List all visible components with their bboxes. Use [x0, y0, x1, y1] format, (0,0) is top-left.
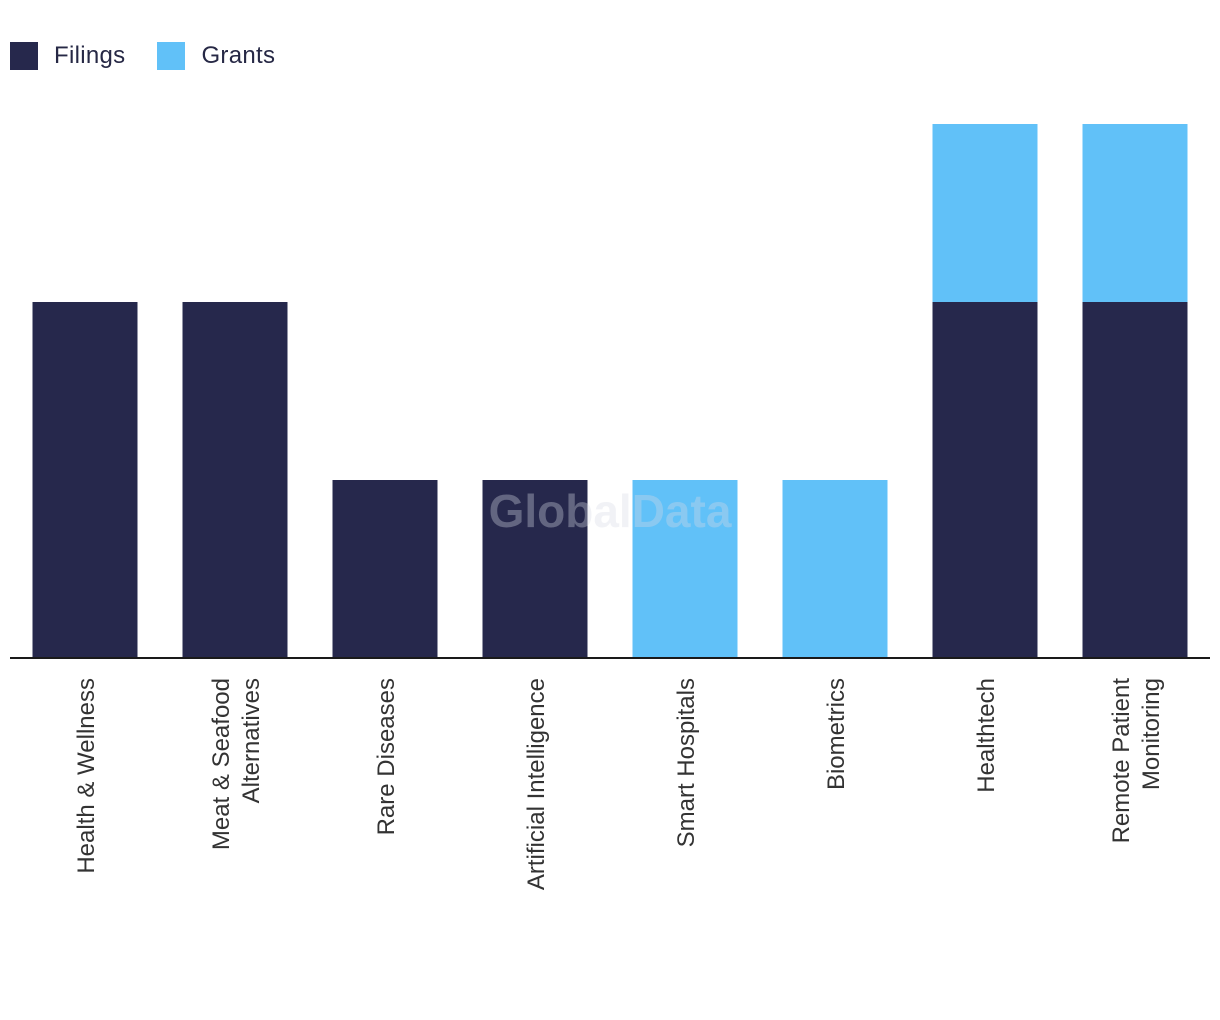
x-tick-label-3: Rare Diseases [373, 678, 400, 835]
legend-item-filings: Filings [10, 42, 125, 70]
bar-filings-8 [1082, 302, 1188, 658]
x-tick-label-5: Smart Hospitals [673, 678, 700, 847]
grants-swatch [157, 42, 186, 70]
legend-item-grants: Grants [157, 42, 275, 70]
bar-grants-6 [782, 480, 888, 658]
bar-filings-1 [32, 302, 138, 658]
filings-swatch [10, 42, 38, 70]
bar-grants-8 [1082, 124, 1188, 302]
bar-filings-2 [182, 302, 288, 658]
legend: Filings Grants [10, 42, 307, 70]
x-tick-label-2-line-1: Meat & Seafood [208, 678, 235, 850]
legend-label-filings: Filings [54, 42, 126, 69]
bar-filings-4 [482, 480, 588, 658]
x-tick-label-7: Healthtech [973, 678, 1000, 793]
legend-label-grants: Grants [201, 42, 276, 69]
x-tick-label-6: Biometrics [823, 678, 850, 790]
x-tick-label-8-line-1: Remote Patient [1108, 678, 1135, 844]
x-tick-label-4: Artificial Intelligence [523, 678, 550, 890]
x-tick-label-8-line-2: Monitoring [1138, 678, 1165, 790]
bar-grants-5 [632, 480, 738, 658]
bar-filings-7 [932, 302, 1038, 658]
bar-filings-3 [332, 480, 438, 658]
x-tick-label-1: Health & Wellness [73, 678, 100, 874]
bar-grants-7 [932, 124, 1038, 302]
watermark-text: GlobalData [489, 485, 732, 537]
x-tick-label-2-line-2: Alternatives [238, 678, 265, 803]
